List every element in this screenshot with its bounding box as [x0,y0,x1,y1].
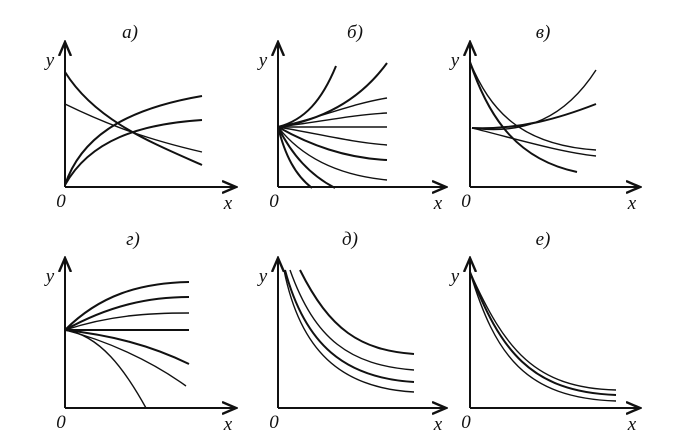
y-axis-label: y [449,50,460,71]
panel-label: а) [122,22,138,43]
x-axis-label: x [223,193,233,214]
x-axis-label: x [433,414,443,435]
origin-label: 0 [269,191,279,212]
y-axis-label: y [257,266,268,287]
x-axis-label: x [433,193,443,214]
y-axis-label: y [44,266,55,287]
origin-label: 0 [461,412,471,433]
curves-c [469,61,597,173]
curves-a [64,71,203,186]
curves-b [277,62,388,189]
origin-label: 0 [461,191,471,212]
x-axis-label: x [627,414,637,435]
x-axis-label: x [627,193,637,214]
origin-label: 0 [56,412,66,433]
origin-label: 0 [56,191,66,212]
curves-d [64,281,190,409]
curves-e [283,269,415,393]
panel-label: д) [342,229,358,250]
panel-label: б) [347,22,363,43]
y-axis-label: y [257,50,268,71]
y-axis-label: y [449,266,460,287]
x-axis-label: x [223,414,233,435]
y-axis-label: y [44,50,55,71]
origin-label: 0 [269,412,279,433]
panel-label: в) [536,22,551,43]
curves-f [469,271,617,402]
panel-label: г) [126,229,140,250]
panel-label: е) [536,229,551,250]
